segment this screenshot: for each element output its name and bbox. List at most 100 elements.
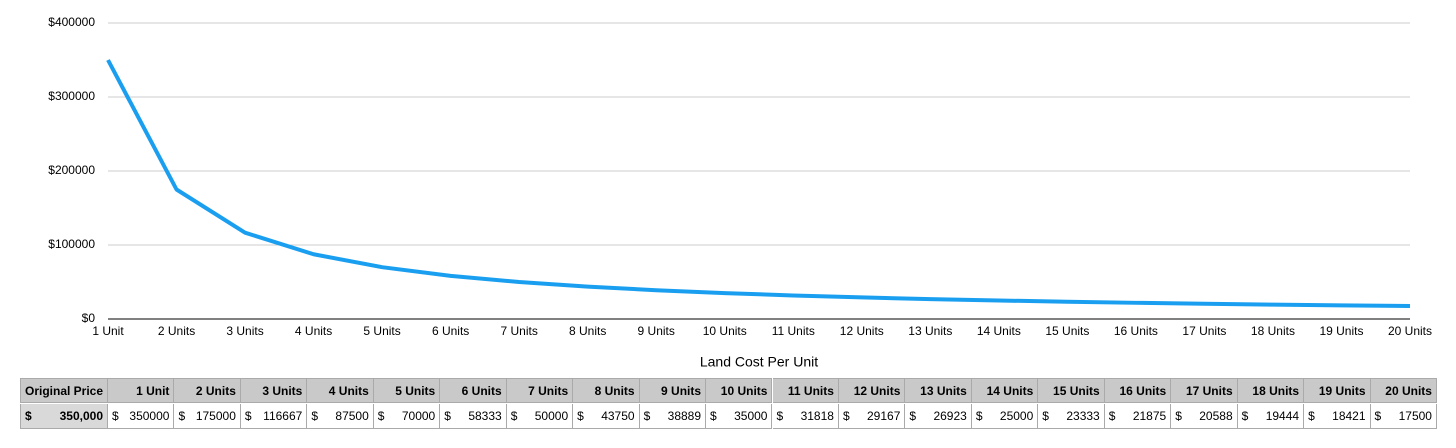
data-cell: $21875: [1104, 404, 1172, 429]
header-text: 19 Units: [1318, 384, 1366, 398]
amount: 17500: [1398, 409, 1432, 423]
header-text: 12 Units: [853, 384, 901, 398]
amount: 43750: [601, 409, 635, 423]
amount: 20588: [1199, 409, 1233, 423]
x-tick-label: 10 Units: [703, 324, 747, 338]
header-text: 17 Units: [1185, 384, 1233, 398]
amount: 25000: [999, 409, 1034, 423]
data-cell: $58333: [440, 404, 507, 429]
x-tick-label: 13 Units: [908, 324, 952, 338]
header-text: 14 Units: [986, 384, 1034, 398]
header-text: 1 Unit: [136, 384, 170, 398]
amount: 38889: [667, 409, 702, 423]
amount: 58333: [468, 409, 502, 423]
header-text: 10 Units: [720, 384, 768, 398]
x-tick-label: 3 Units: [226, 324, 263, 338]
currency: $: [444, 409, 451, 423]
x-tick-label: 1 Unit: [92, 324, 124, 338]
x-tick-label: 16 Units: [1114, 324, 1158, 338]
currency: $: [1108, 409, 1116, 423]
header-cell: 2 Units: [174, 378, 241, 403]
currency: $: [1042, 409, 1049, 423]
header-text: 13 Units: [920, 384, 967, 398]
currency: $: [1374, 409, 1382, 423]
x-tick-label: 5 Units: [363, 324, 400, 338]
header-cell: 7 Units: [506, 378, 574, 403]
x-tick-label: 18 Units: [1251, 324, 1295, 338]
data-cell: $116667: [240, 404, 308, 429]
x-tick-label: 11 Units: [772, 324, 815, 338]
x-tick-label: 6 Units: [432, 324, 469, 338]
header-cell: 4 Units: [307, 378, 374, 403]
chart: Land Cost Per Unit $0 $100000 $200000 $3000…: [48, 15, 1432, 370]
header-text: 11 Units: [787, 384, 834, 398]
original-price-cell: $350,000: [20, 404, 108, 429]
header-text: 18 Units: [1252, 384, 1300, 398]
header-text: 20 Units: [1385, 384, 1432, 398]
amount: 116667: [263, 409, 303, 423]
x-tick-label: 9 Units: [638, 324, 675, 338]
currency: $: [1241, 409, 1249, 423]
amount: 350000: [129, 409, 170, 423]
data-cell: $18421: [1304, 404, 1371, 429]
amount: 70000: [401, 409, 436, 423]
currency: $: [510, 409, 518, 423]
x-tick-label: 19 Units: [1319, 324, 1363, 338]
header-text: 15 Units: [1053, 384, 1100, 398]
header-text: 3 Units: [262, 384, 303, 398]
amount: 50000: [534, 409, 569, 423]
data-cell: $175000: [174, 404, 241, 429]
header-text: 8 Units: [594, 384, 635, 398]
data-cell: $23333: [1038, 404, 1105, 429]
y-tick-label: $300000: [48, 89, 95, 103]
data-cell: $50000: [506, 404, 574, 429]
data-cell: $19444: [1237, 404, 1305, 429]
data-cell: $17500: [1370, 404, 1437, 429]
header-cell: 9 Units: [639, 378, 707, 403]
y-tick-label: $400000: [48, 15, 95, 29]
header-cell: 15 Units: [1038, 378, 1105, 403]
header-cell: 14 Units: [971, 378, 1039, 403]
header-text: 5 Units: [395, 384, 436, 398]
header-text: 4 Units: [328, 384, 369, 398]
x-axis-title: Land Cost Per Unit: [700, 354, 818, 370]
amount: 175000: [195, 409, 236, 423]
data-cell: $70000: [373, 404, 441, 429]
header-cell: 3 Units: [240, 378, 308, 403]
header-cell: 18 Units: [1237, 378, 1305, 403]
x-tick-label: 7 Units: [500, 324, 537, 338]
header-text: Original Price: [25, 384, 104, 398]
header-cell: 11 Units: [772, 378, 839, 403]
x-tick-label: 8 Units: [569, 324, 606, 338]
currency: $: [842, 409, 850, 423]
currency: $: [311, 409, 319, 423]
x-tick-label: 17 Units: [1182, 324, 1226, 338]
amount: 87500: [335, 409, 369, 423]
y-tick-label: $0: [82, 311, 96, 325]
amount: 31818: [800, 409, 834, 423]
currency: $: [710, 409, 717, 423]
header-cell: 16 Units: [1104, 378, 1172, 403]
header-cell: 19 Units: [1304, 378, 1371, 403]
amount: 21875: [1132, 409, 1167, 423]
header-cell: 1 Unit: [108, 378, 175, 403]
currency: $: [244, 409, 252, 423]
amount: 35000: [734, 409, 768, 423]
currency: $: [178, 409, 186, 423]
amount: 19444: [1265, 409, 1300, 423]
x-tick-label: 14 Units: [977, 324, 1021, 338]
header-cell: 10 Units: [706, 378, 773, 403]
x-tick-label: 2 Units: [158, 324, 195, 338]
data-cell: $20588: [1171, 404, 1238, 429]
x-tick-label: 12 Units: [840, 324, 884, 338]
currency: $: [1175, 409, 1182, 423]
line: [106, 59, 1411, 309]
x-tick-label: 20 Units: [1388, 324, 1432, 338]
header-text: 7 Units: [528, 384, 569, 398]
data-cell: $43750: [573, 404, 640, 429]
x-tick-label: 4 Units: [295, 324, 332, 338]
data-cell: $35000: [706, 404, 773, 429]
currency: $: [776, 409, 784, 423]
amount: 350,000: [59, 409, 103, 423]
